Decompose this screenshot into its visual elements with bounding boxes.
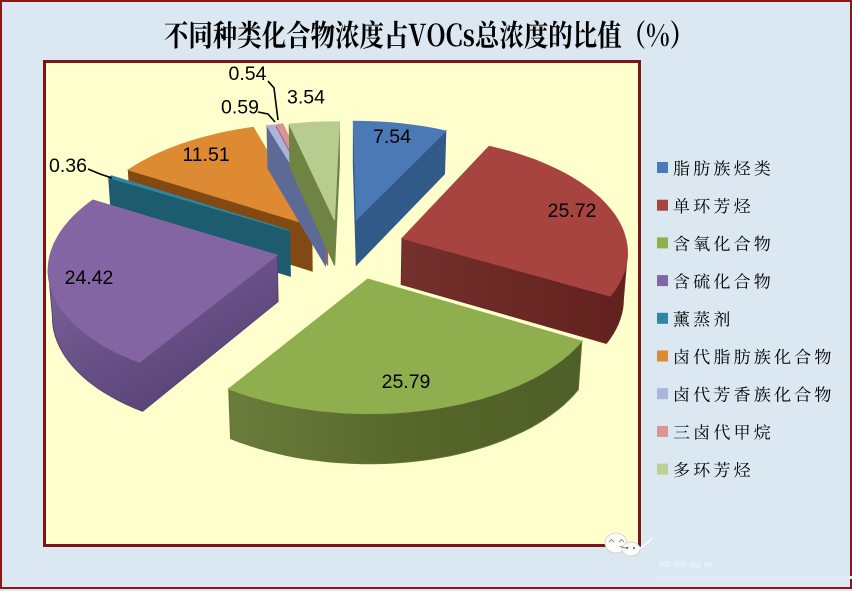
svg-text:0.36: 0.36 [49, 155, 87, 177]
svg-text:25.72: 25.72 [548, 200, 597, 222]
svg-text:11.51: 11.51 [182, 144, 229, 166]
svg-text:7.54: 7.54 [373, 126, 411, 148]
svg-text:0.54: 0.54 [229, 63, 267, 85]
svg-text:3.54: 3.54 [287, 87, 325, 109]
svg-text:0.59: 0.59 [221, 97, 259, 119]
svg-text:24.42: 24.42 [65, 267, 114, 289]
svg-text:25.79: 25.79 [382, 371, 431, 393]
